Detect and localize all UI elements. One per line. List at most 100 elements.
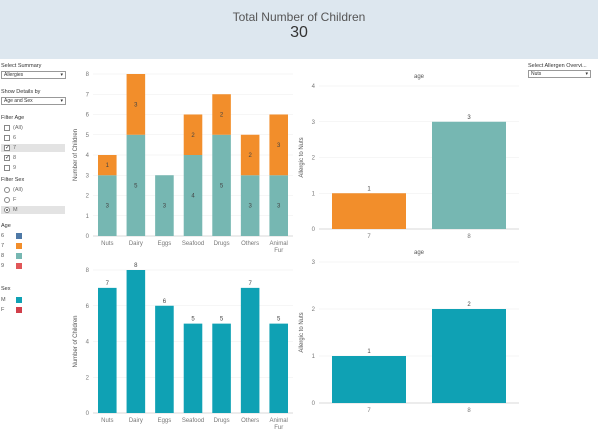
y-tick-label: 0	[312, 401, 316, 407]
sex-filter-option-label: F	[13, 197, 17, 203]
chart-title: age	[414, 250, 425, 256]
bar-segment-age-8	[269, 175, 288, 236]
x-tick-label: 7	[367, 408, 371, 414]
y-axis-label: Number of Children	[73, 315, 79, 367]
data-label: 1	[367, 349, 371, 355]
age-filter-option[interactable]: 6	[1, 134, 65, 142]
x-tick-label: Others	[241, 418, 259, 424]
sex-legend-label: F	[1, 307, 5, 313]
age-filter-option[interactable]: (All)	[1, 124, 65, 132]
age-filter-option-label: (All)	[13, 125, 23, 131]
age-legend-swatch	[16, 233, 22, 239]
age-legend-label: 7	[1, 243, 5, 249]
summary-select-label: Select Summary	[1, 63, 42, 69]
sex-filter-option-label: M	[13, 207, 18, 213]
data-label: 3	[163, 204, 167, 210]
y-tick-label: 1	[312, 354, 316, 360]
bar	[269, 323, 288, 413]
sex-filter-option-label: (All)	[13, 187, 23, 193]
data-label: 2	[248, 153, 252, 159]
bar-segment-age-7	[126, 74, 146, 135]
age-legend-item[interactable]: 8	[1, 252, 41, 260]
bar-segment-age-7	[98, 155, 117, 176]
x-tick-label: Seafood	[182, 241, 204, 247]
bar-segment-age-7	[183, 114, 203, 155]
y-tick-label: 0	[312, 227, 316, 233]
data-label: 6	[163, 299, 167, 305]
checkbox-checked-icon[interactable]	[4, 144, 10, 152]
x-tick-label: Animal	[270, 418, 288, 424]
x-tick-label: Drugs	[214, 241, 230, 247]
bar	[240, 287, 260, 413]
data-label: 5	[220, 317, 224, 323]
details-select-value: Age and Sex	[4, 98, 33, 104]
y-tick-label: 1	[86, 214, 90, 220]
bar-segment-age-8	[126, 134, 146, 236]
age-legend-swatch	[16, 253, 22, 259]
bar	[432, 121, 506, 229]
checkbox-icon[interactable]	[4, 125, 10, 131]
sex-legend-heading: Sex	[1, 286, 11, 292]
bar-segment-age-7	[269, 114, 288, 176]
total-count: 30	[290, 24, 308, 41]
sex-filter-option[interactable]: F	[1, 196, 65, 204]
bar	[126, 270, 146, 413]
summary-select[interactable]: Allergies ▾	[1, 71, 66, 79]
data-label: 5	[134, 183, 138, 189]
summary-header: Total Number of Children 30	[0, 0, 598, 59]
data-label: 3	[106, 204, 110, 210]
y-tick-label: 2	[86, 194, 90, 200]
y-axis-label: Allergic to Nuts	[299, 312, 305, 352]
x-tick-label: Eggs	[158, 418, 172, 424]
checkbox-icon[interactable]	[4, 135, 10, 141]
data-label: 1	[106, 163, 110, 169]
sex-filter-option[interactable]: M	[1, 206, 65, 214]
age-filter-option[interactable]: 9	[1, 164, 65, 172]
data-label: 3	[248, 204, 252, 210]
age-legend-item[interactable]: 6	[1, 232, 41, 240]
x-tick-label: Seafood	[182, 418, 204, 424]
bar-segment-age-8	[155, 175, 174, 236]
sex-filter-option[interactable]: (All)	[1, 186, 65, 194]
sex-legend-item[interactable]: M	[1, 296, 41, 304]
y-tick-label: 3	[312, 120, 316, 126]
radio-icon[interactable]	[4, 187, 10, 193]
radio-selected-icon[interactable]	[4, 207, 10, 213]
data-label: 7	[106, 281, 110, 287]
age-legend-item[interactable]: 7	[1, 242, 41, 250]
bar	[432, 309, 506, 403]
bar-chart-male: 0 2 4 6 8 Number of Children 7 Nuts 8 Dairy 6 Eggs 5…	[73, 263, 293, 431]
filter-sidebar: Select Summary Allergies ▾ Show Details …	[0, 61, 70, 441]
details-select[interactable]: Age and Sex ▾	[1, 97, 66, 105]
data-label: 2	[467, 302, 471, 308]
data-label: 1	[367, 186, 371, 192]
bar	[332, 356, 406, 403]
sex-legend-item[interactable]: F	[1, 306, 41, 314]
age-filter-option[interactable]: 8	[1, 154, 65, 162]
allergen-select-value: Nuts	[531, 71, 542, 77]
bar-chart-nuts-by-age: 0 1 2 3 4 Allergic to Nuts age 1 7 3 8	[299, 74, 519, 240]
age-filter-option-label: 8	[13, 155, 17, 161]
data-label: 5	[220, 183, 224, 189]
x-tick-label: Nuts	[101, 418, 113, 424]
checkbox-checked-icon[interactable]	[4, 154, 10, 162]
bar-segment-age-8	[240, 175, 260, 236]
age-legend-item[interactable]: 9	[1, 262, 41, 270]
y-tick-label: 2	[312, 156, 316, 162]
age-filter-option[interactable]: 7	[1, 144, 65, 152]
radio-icon[interactable]	[4, 197, 10, 203]
y-tick-label: 0	[86, 411, 90, 417]
y-axis-label: Allergic to Nuts	[299, 137, 305, 177]
bar	[155, 305, 174, 413]
age-legend-heading: Age	[1, 223, 11, 229]
x-tick-label: Fur	[274, 248, 283, 254]
allergen-select[interactable]: Nuts ▾	[528, 70, 591, 78]
chart-title: age	[414, 74, 425, 80]
checkbox-icon[interactable]	[4, 165, 10, 171]
x-tick-label: Nuts	[101, 241, 113, 247]
y-tick-label: 7	[86, 92, 90, 98]
stacked-bar-chart-age: 0 1 2 3 4 5 6 7 8 Number of Children 3 1 Nuts 5 3 Dairy…	[73, 72, 293, 254]
y-tick-label: 8	[86, 268, 90, 274]
bar	[183, 323, 203, 413]
y-tick-label: 2	[312, 307, 316, 313]
